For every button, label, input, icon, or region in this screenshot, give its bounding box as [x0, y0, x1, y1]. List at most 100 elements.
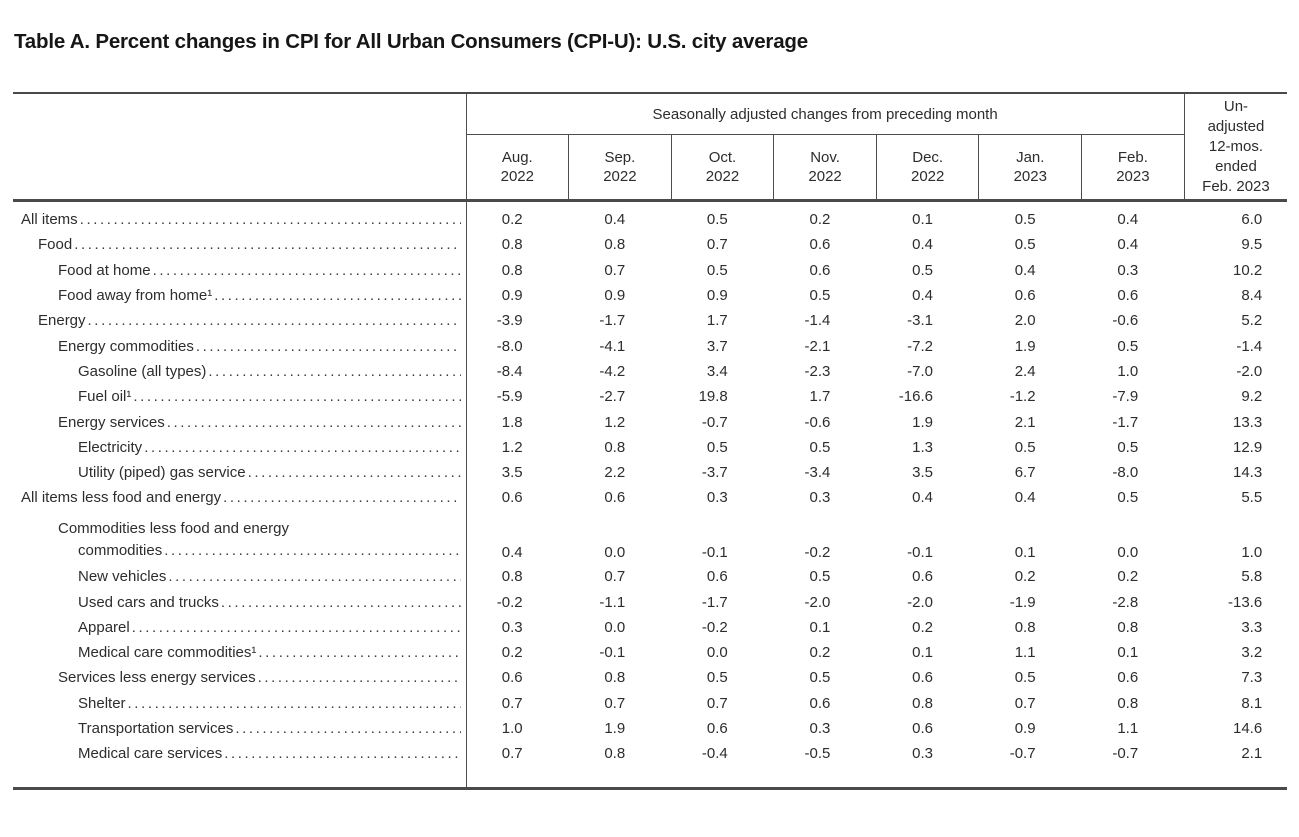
- value-cell: -8.0: [1112, 464, 1139, 482]
- row-label: Food: [38, 236, 73, 254]
- value-cell: -0.2: [804, 544, 831, 562]
- leader-dots: ........................................…: [195, 337, 461, 355]
- value-cell: 3.4: [706, 362, 728, 380]
- value-cell: 0.1: [809, 618, 831, 636]
- value-cell: -1.4: [804, 312, 831, 330]
- month-year: 2022: [705, 168, 740, 185]
- value-cell: -3.4: [804, 464, 831, 482]
- value-cell: 0.1: [912, 211, 933, 229]
- row-label-line: Transportation services.................…: [13, 720, 466, 737]
- row-label-cell: Apparel.................................…: [13, 614, 467, 641]
- row-label-cell: Used cars and trucks....................…: [13, 589, 467, 615]
- value-cell: 0.5: [809, 568, 831, 586]
- row-label-line: Food....................................…: [13, 236, 466, 253]
- leader-dots: ........................................…: [152, 261, 461, 279]
- value-cell: -0.2: [701, 618, 728, 636]
- table-row: Utility (piped) gas service.............…: [13, 459, 1287, 486]
- row-label-line: Utility (piped) gas service.............…: [13, 464, 466, 481]
- value-cell: -8.0: [496, 337, 523, 355]
- page-title: Table A. Percent changes in CPI for All …: [14, 30, 808, 53]
- value-cell: 19.8: [698, 388, 728, 406]
- table-row: Fuel oil¹...............................…: [13, 384, 1287, 410]
- row-label-line: Gasoline (all types)....................…: [13, 363, 466, 380]
- row-label-cell: Energy..................................…: [13, 308, 467, 334]
- row-label: Energy services: [58, 413, 165, 431]
- value-cell: -7.9: [1112, 388, 1139, 406]
- header-group-row: Seasonally adjusted changes from precedi…: [13, 93, 1288, 202]
- unadjusted-header-line: ended: [1215, 157, 1257, 175]
- value-cell: 0.9: [604, 287, 626, 305]
- value-cell: 1.1: [1117, 720, 1139, 738]
- leader-dots: ........................................…: [133, 388, 460, 406]
- row-label-line: Apparel.................................…: [13, 619, 466, 636]
- value-cell: 1.9: [912, 413, 933, 431]
- value-cell: 0.7: [1014, 694, 1036, 712]
- table-row: Medical care commodities¹...............…: [13, 640, 1287, 666]
- value-cell: 0.2: [501, 644, 523, 662]
- row-label: All items less food and energy: [21, 489, 222, 507]
- value-cell: -0.6: [1112, 312, 1139, 330]
- value-cell: 0.8: [604, 669, 626, 687]
- row-label: Apparel: [78, 618, 130, 636]
- value-cell: -1.2: [1009, 388, 1036, 406]
- value-cell: 0.6: [912, 669, 933, 687]
- value-cell: 0.3: [706, 489, 728, 507]
- row-label-line: All items...............................…: [13, 211, 466, 228]
- month-name: Nov.: [810, 149, 840, 166]
- month-year: 2022: [910, 168, 945, 185]
- row-label-continued: commodities.............................…: [13, 542, 466, 559]
- value-cell: 0.7: [604, 568, 626, 586]
- row-label: Services less energy services: [58, 669, 256, 687]
- value-cell: -2.8: [1112, 593, 1139, 611]
- value-cell: -0.7: [701, 413, 728, 431]
- value-cell: 7.3: [1241, 669, 1263, 687]
- value-cell: 0.8: [604, 745, 626, 763]
- month-year: 2022: [500, 168, 534, 185]
- value-cell: 0.7: [604, 261, 626, 279]
- value-cell: 0.6: [809, 236, 831, 254]
- unadjusted-header-line: adjusted: [1207, 117, 1265, 135]
- table-row: Gasoline (all types)....................…: [13, 358, 1287, 385]
- row-label: Energy: [38, 312, 86, 330]
- value-cell: 0.5: [706, 261, 728, 279]
- value-cell: 0.5: [706, 438, 728, 456]
- row-label-line: Used cars and trucks....................…: [13, 594, 466, 611]
- row-label-cell: Energy commodities......................…: [13, 333, 467, 359]
- row-label-cell: Gasoline (all types)....................…: [13, 358, 467, 385]
- row-label: Food away from home¹: [58, 287, 213, 305]
- leader-dots: ........................................…: [131, 618, 461, 636]
- unadjusted-header: Un-adjusted 12-mos. ended Feb. 2023: [1183, 93, 1288, 202]
- value-cell: 1.7: [809, 388, 831, 406]
- leader-dots: ........................................…: [208, 362, 461, 380]
- month-header-cell: Aug. 2022: [465, 134, 569, 202]
- value-cell: -3.7: [701, 464, 728, 482]
- value-cell: 0.8: [1117, 618, 1139, 636]
- value-cell: 1.2: [604, 413, 626, 431]
- value-cell: 0.3: [809, 489, 831, 507]
- value-cell: -0.7: [1112, 745, 1139, 763]
- row-label-cell: New vehicles............................…: [13, 564, 467, 590]
- value-cell: 0.8: [501, 236, 523, 254]
- value-cell: 1.0: [1117, 362, 1139, 380]
- row-label-cell: Energy services.........................…: [13, 409, 467, 435]
- value-cell: -1.7: [1112, 413, 1139, 431]
- value-cell: 0.7: [706, 694, 728, 712]
- month-name: Dec.: [912, 149, 944, 166]
- value-cell: 2.0: [1014, 312, 1036, 330]
- value-cell: 0.8: [501, 261, 523, 279]
- value-cell: 0.3: [912, 745, 933, 763]
- table-row: All items less food and energy..........…: [13, 485, 1287, 511]
- table-header: Seasonally adjusted changes from precedi…: [13, 93, 1288, 202]
- row-label-line: Food away from home¹....................…: [13, 287, 466, 304]
- value-cell: 0.7: [604, 694, 626, 712]
- row-label-cell: Food away from home¹....................…: [13, 282, 467, 309]
- value-cell: 0.5: [809, 438, 831, 456]
- value-cell: 6.7: [1014, 464, 1036, 482]
- row-label-cell: Medical care commodities¹...............…: [13, 640, 467, 666]
- value-cell: 0.5: [706, 211, 728, 229]
- row-label: Commodities less food and energy: [58, 520, 289, 538]
- value-cell: 1.0: [501, 720, 523, 738]
- value-cell: -13.6: [1228, 593, 1263, 611]
- value-cell: 0.1: [912, 644, 933, 662]
- value-cell: 0.3: [1117, 261, 1139, 279]
